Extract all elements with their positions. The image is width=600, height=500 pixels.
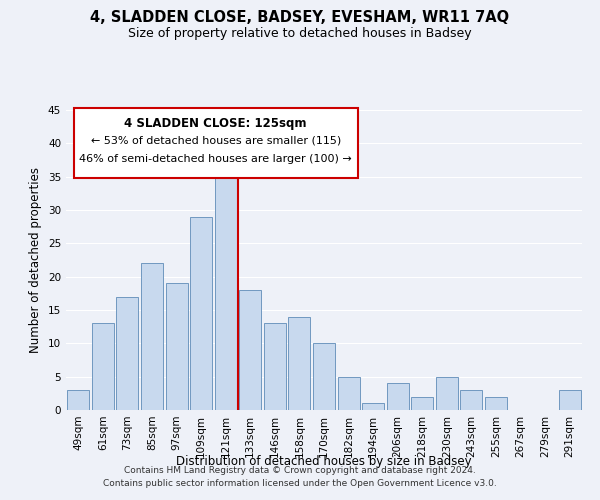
Bar xyxy=(190,216,212,410)
Text: ← 53% of detached houses are smaller (115): ← 53% of detached houses are smaller (11… xyxy=(91,136,341,145)
Bar xyxy=(559,390,581,410)
Bar xyxy=(141,264,163,410)
Bar xyxy=(313,344,335,410)
Bar xyxy=(338,376,359,410)
Bar xyxy=(116,296,139,410)
Bar xyxy=(386,384,409,410)
Text: 4, SLADDEN CLOSE, BADSEY, EVESHAM, WR11 7AQ: 4, SLADDEN CLOSE, BADSEY, EVESHAM, WR11 … xyxy=(91,10,509,25)
Bar xyxy=(239,290,262,410)
Bar xyxy=(436,376,458,410)
Text: Distribution of detached houses by size in Badsey: Distribution of detached houses by size … xyxy=(176,455,472,468)
Bar xyxy=(460,390,482,410)
FancyBboxPatch shape xyxy=(74,108,358,178)
Bar xyxy=(92,324,114,410)
Bar xyxy=(215,176,237,410)
Y-axis label: Number of detached properties: Number of detached properties xyxy=(29,167,43,353)
Text: Size of property relative to detached houses in Badsey: Size of property relative to detached ho… xyxy=(128,28,472,40)
Bar xyxy=(362,404,384,410)
Text: Contains HM Land Registry data © Crown copyright and database right 2024.
Contai: Contains HM Land Registry data © Crown c… xyxy=(103,466,497,487)
Bar xyxy=(411,396,433,410)
Bar xyxy=(264,324,286,410)
Bar xyxy=(485,396,507,410)
Text: 4 SLADDEN CLOSE: 125sqm: 4 SLADDEN CLOSE: 125sqm xyxy=(124,118,307,130)
Bar xyxy=(289,316,310,410)
Bar xyxy=(67,390,89,410)
Text: 46% of semi-detached houses are larger (100) →: 46% of semi-detached houses are larger (… xyxy=(79,154,352,164)
Bar xyxy=(166,284,188,410)
